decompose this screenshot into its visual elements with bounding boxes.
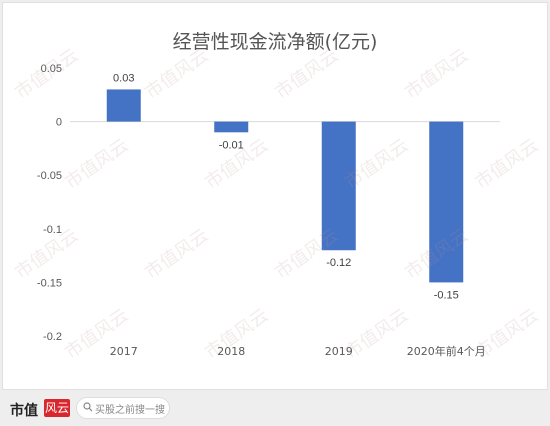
- y-tick-label: 0.05: [41, 63, 62, 75]
- y-tick-label: 0: [56, 117, 62, 129]
- bar: [214, 121, 249, 133]
- search-placeholder: 买股之前搜一搜: [95, 405, 165, 416]
- data-label: 0.03: [113, 72, 134, 84]
- search-box[interactable]: 买股之前搜一搜: [76, 397, 170, 419]
- y-tick-label: -0.15: [37, 277, 62, 289]
- y-tick-label: -0.05: [37, 170, 62, 182]
- x-tick-label: 2020年前4个月: [407, 344, 486, 358]
- x-tick-label: 2017: [110, 345, 138, 358]
- bar-chart: 0.05 0 -0.05 -0.1 -0.15 -0.2 0.03 2017 -0.01 2018…: [37, 63, 500, 358]
- brand-logo-text: 市值: [10, 403, 38, 419]
- chart-title: 经营性现金流净额(亿元): [172, 31, 378, 53]
- x-tick-label: 2018: [217, 345, 245, 358]
- bar: [106, 89, 141, 122]
- y-tick-label: -0.2: [43, 331, 62, 343]
- bar: [429, 121, 464, 283]
- data-label: -0.15: [434, 289, 459, 301]
- brand-logo-mark: 风云: [44, 399, 70, 417]
- data-label: -0.01: [219, 139, 244, 151]
- search-icon: [83, 402, 93, 412]
- x-tick-label: 2019: [325, 345, 353, 358]
- footer-bar: 市值 风云 买股之前搜一搜: [0, 392, 550, 426]
- data-label: -0.12: [326, 257, 351, 269]
- bar: [321, 121, 356, 251]
- y-tick-label: -0.1: [43, 224, 62, 236]
